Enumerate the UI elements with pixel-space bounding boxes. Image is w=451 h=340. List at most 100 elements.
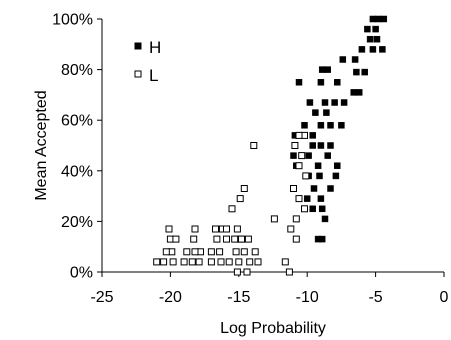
x-tick-label: -20	[159, 289, 182, 306]
l-point	[302, 172, 310, 180]
l-point	[212, 225, 219, 233]
x-tick-label: -10	[296, 289, 319, 306]
ticks: 0% 20% 40% 60% 80% 100% -25 -20 -15 -10 -5 0	[52, 12, 448, 307]
l-point	[291, 142, 299, 149]
axes	[101, 19, 444, 273]
h-point	[310, 185, 318, 192]
h-point	[339, 56, 347, 63]
h-point	[306, 99, 314, 106]
h-point	[327, 185, 334, 192]
h-point	[317, 195, 325, 202]
l-point	[223, 235, 230, 243]
h-point	[334, 79, 341, 86]
l-point	[233, 225, 241, 233]
h-point	[309, 142, 316, 149]
x-axis-title: Log Probability	[220, 320, 326, 337]
h-point	[290, 152, 297, 159]
l-point	[232, 248, 240, 256]
h-point	[309, 132, 316, 139]
data-points	[153, 15, 388, 276]
h-point	[324, 66, 331, 73]
l-point	[180, 258, 188, 266]
l-point	[246, 258, 254, 266]
l-point	[217, 258, 225, 266]
l-point	[301, 205, 308, 213]
l-point	[238, 235, 245, 243]
legend-label: H	[149, 38, 161, 57]
l-point	[195, 258, 203, 266]
l-point	[188, 258, 196, 266]
h-point	[317, 79, 325, 86]
x-tick-label: 0	[440, 289, 449, 306]
l-point	[270, 215, 278, 223]
legend-marker	[134, 42, 142, 50]
y-tick-label: 100%	[52, 12, 93, 29]
x-tick-label: -5	[368, 289, 382, 306]
h-point	[327, 142, 334, 149]
l-point	[172, 235, 180, 243]
legend-label: L	[149, 66, 158, 85]
y-tick-label: 60%	[61, 113, 93, 130]
h-point	[369, 15, 377, 23]
h-point	[331, 99, 338, 106]
h-point	[303, 195, 311, 202]
l-point	[243, 268, 251, 276]
h-point	[314, 162, 322, 169]
y-tick-label: 0%	[70, 265, 93, 282]
l-point	[254, 258, 262, 266]
h-point	[369, 46, 377, 53]
h-point	[340, 99, 348, 106]
x-tick-label: -15	[227, 289, 250, 306]
l-point	[251, 248, 259, 256]
l-point	[281, 258, 289, 266]
h-point	[355, 89, 363, 96]
h-point	[301, 122, 308, 129]
l-point	[223, 225, 230, 233]
y-tick-label: 80%	[61, 62, 93, 79]
h-point	[324, 152, 331, 159]
h-point	[372, 25, 379, 33]
l-point	[153, 258, 161, 266]
l-point	[169, 258, 177, 266]
h-point	[321, 215, 329, 223]
l-point	[236, 195, 244, 203]
h-point	[351, 56, 359, 63]
l-point	[233, 268, 241, 276]
l-point	[287, 225, 295, 233]
l-point	[295, 162, 303, 170]
h-point	[327, 122, 334, 129]
h-point	[318, 205, 326, 213]
l-point	[225, 258, 233, 266]
l-point	[191, 248, 199, 256]
h-point	[317, 122, 325, 129]
h-point	[338, 122, 345, 129]
l-point	[231, 235, 239, 243]
l-point	[235, 258, 243, 266]
l-point	[295, 195, 303, 203]
l-point	[228, 205, 236, 213]
l-point	[191, 225, 199, 233]
h-point	[379, 46, 386, 53]
x-tick-label: -25	[90, 289, 113, 306]
l-point	[190, 235, 198, 243]
l-point	[213, 235, 221, 243]
l-point	[207, 248, 215, 256]
l-point	[183, 248, 191, 256]
y-tick-label: 20%	[61, 214, 93, 231]
h-point	[317, 142, 325, 149]
l-point	[216, 248, 224, 256]
h-point	[334, 162, 341, 169]
h-point	[323, 109, 330, 116]
l-point	[250, 142, 258, 149]
h-point	[361, 68, 368, 76]
h-point	[312, 109, 319, 116]
h-point	[364, 25, 371, 33]
l-point	[298, 152, 306, 160]
h-point	[353, 68, 360, 76]
h-point	[373, 35, 381, 43]
l-point	[295, 131, 303, 139]
h-point	[309, 205, 316, 213]
l-point	[290, 185, 297, 192]
legend: HL	[134, 38, 161, 85]
